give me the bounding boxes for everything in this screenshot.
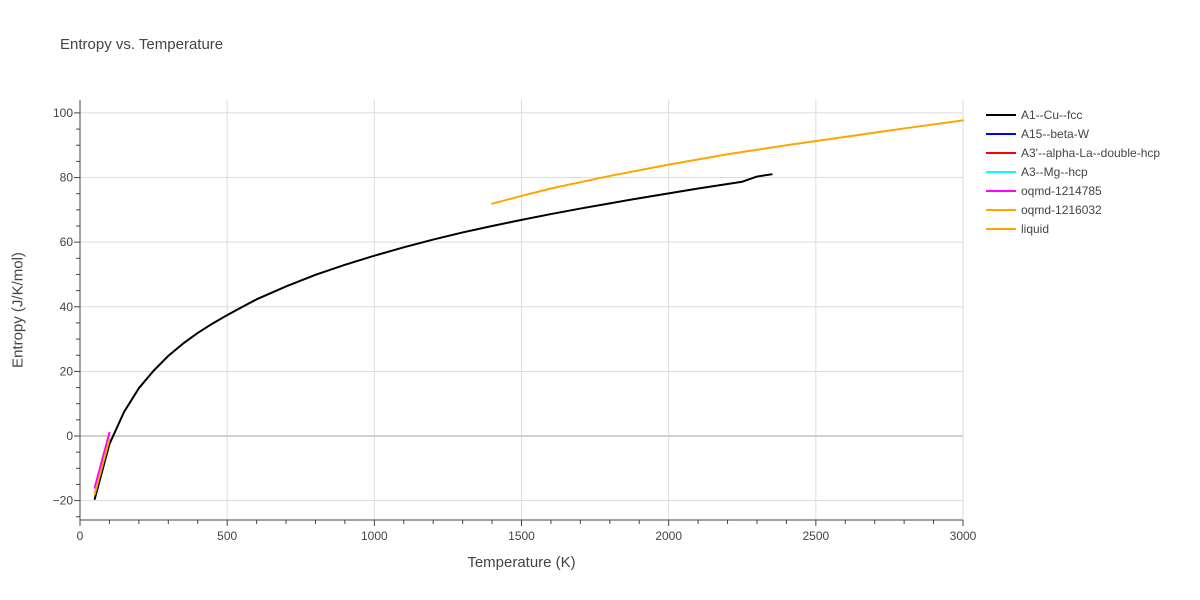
legend-label: A1--Cu--fcc [1021, 108, 1082, 122]
legend-item[interactable]: A3'--alpha-La--double-hcp [986, 146, 1160, 160]
legend-label: A3'--alpha-La--double-hcp [1021, 146, 1160, 160]
x-tick-label: 1000 [361, 529, 388, 543]
y-tick-label: 20 [60, 364, 74, 378]
chart-title: Entropy vs. Temperature [60, 36, 224, 53]
y-axis-title: Entropy (J/K/mol) [9, 252, 27, 368]
legend-item[interactable]: A15--beta-W [986, 127, 1090, 141]
series-line-4 [93, 431, 111, 489]
legend-label: A15--beta-W [1021, 127, 1090, 141]
legend[interactable]: A1--Cu--fcc A15--beta-W A3'--alpha-La--dou… [986, 108, 1160, 236]
x-tick-label: 2500 [802, 529, 829, 543]
legend-label: oqmd-1214785 [1021, 184, 1102, 198]
legend-label: A3--Mg--hcp [1021, 165, 1088, 179]
series-line-5 [93, 438, 111, 496]
series-line-0 [93, 173, 773, 500]
legend-item[interactable]: liquid [986, 222, 1049, 236]
y-tick-label: 40 [60, 300, 74, 314]
grid [80, 100, 964, 520]
legend-item[interactable]: A3--Mg--hcp [986, 165, 1088, 179]
series-lines [93, 119, 964, 500]
x-axis-title: Temperature (K) [467, 554, 576, 571]
x-tick-label: 3000 [950, 529, 977, 543]
y-tick-label: 100 [53, 106, 73, 120]
x-tick-label: 500 [217, 529, 237, 543]
y-tick-label: 80 [60, 171, 74, 185]
axes: 0 500 1000 1500 2000 2500 3000 −20 0 20 40 60 80 100 [53, 100, 977, 543]
y-tick-label: −20 [53, 494, 74, 508]
legend-label: liquid [1021, 222, 1049, 236]
legend-item[interactable]: oqmd-1216032 [986, 203, 1102, 217]
y-tick-label: 0 [66, 429, 73, 443]
series-line-6 [491, 119, 964, 205]
legend-item[interactable]: A1--Cu--fcc [986, 108, 1082, 122]
y-tick-label: 60 [60, 235, 74, 249]
legend-label: oqmd-1216032 [1021, 203, 1102, 217]
x-tick-label: 2000 [655, 529, 682, 543]
x-tick-label: 1500 [508, 529, 535, 543]
x-tick-label: 0 [77, 529, 84, 543]
legend-item[interactable]: oqmd-1214785 [986, 184, 1102, 198]
